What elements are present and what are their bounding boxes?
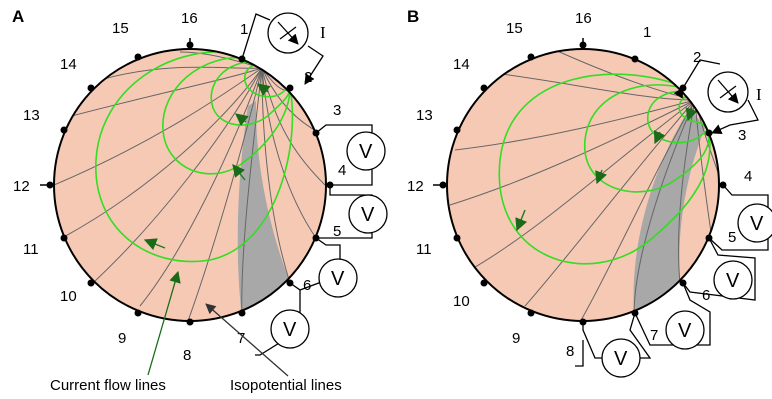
electrode-label-12: 12 [407, 178, 424, 195]
electrode-label-13: 13 [23, 107, 40, 124]
electrode-leads [40, 38, 191, 186]
electrode-label-6: 6 [702, 287, 710, 304]
voltmeters [575, 184, 772, 378]
electrode-label-4: 4 [338, 162, 346, 179]
electrode-label-4: 4 [744, 168, 752, 185]
current-label-i: I [320, 23, 326, 42]
voltmeter-labels: V V V V [614, 213, 764, 370]
voltmeters [255, 124, 388, 356]
svg-text:V: V [361, 204, 375, 226]
isopotential-region [237, 101, 290, 318]
electrode-leads [433, 38, 584, 186]
field-lines [54, 49, 326, 321]
panel-a: A [12, 7, 388, 394]
panel-b: B [407, 7, 772, 378]
electrode-label-16: 16 [575, 10, 592, 27]
electrodes [46, 41, 334, 326]
svg-text:V: V [614, 348, 628, 370]
electrode-labels: 1 2 3 4 5 6 7 8 9 10 11 12 13 14 15 16 [407, 10, 752, 360]
isopotential-lines [449, 49, 719, 321]
electrode-label-8: 8 [183, 347, 191, 364]
voltmeter-icon [601, 338, 641, 378]
current-flow-arrows [515, 107, 698, 232]
electrode-label-11: 11 [23, 241, 39, 258]
voltmeter-icon [318, 258, 358, 298]
isopotential-caption: Isopotential lines [230, 377, 342, 394]
current-source [241, 12, 324, 85]
electrode-label-9: 9 [512, 330, 520, 347]
svg-text:V: V [726, 270, 740, 292]
panel-label-b: B [407, 7, 419, 26]
current-flow-caption: Current flow lines [50, 377, 166, 394]
electrode-label-2: 2 [693, 49, 701, 66]
electrode-label-8: 8 [566, 343, 574, 360]
svg-text:V: V [750, 213, 764, 235]
electrode-label-7: 7 [237, 330, 245, 347]
svg-text:V: V [331, 268, 345, 290]
electrode-label-1: 1 [643, 24, 651, 41]
electrode-label-13: 13 [416, 107, 433, 124]
electrode-label-14: 14 [60, 56, 77, 73]
electrode-label-11: 11 [416, 241, 432, 258]
electrode-label-9: 9 [118, 330, 126, 347]
electrode-label-5: 5 [728, 229, 736, 246]
electrode-label-10: 10 [60, 288, 77, 305]
current-flow-lines [95, 50, 294, 263]
voltmeter-labels: V V V V [283, 141, 375, 341]
svg-text:V: V [359, 141, 373, 163]
electrode-label-16: 16 [181, 10, 198, 27]
current-flow-arrows [143, 83, 271, 251]
voltmeter-icon [346, 131, 386, 171]
voltmeter-icon [713, 260, 753, 300]
current-label-i: I [756, 85, 762, 104]
electrode-label-12: 12 [13, 178, 30, 195]
electrode-label-7: 7 [650, 327, 658, 344]
isopotential-region [633, 108, 705, 312]
electrode-label-15: 15 [506, 20, 523, 37]
field-lines [449, 49, 719, 321]
electrode-label-1: 1 [240, 21, 248, 38]
voltmeter-icon [737, 203, 772, 243]
electrode-label-15: 15 [112, 20, 129, 37]
annotation-pointers [147, 270, 289, 377]
electrode-label-14: 14 [453, 56, 470, 73]
electrode-label-3: 3 [333, 102, 341, 119]
voltmeter-icon [665, 310, 705, 350]
electrode-label-6: 6 [303, 277, 311, 294]
current-source [673, 59, 759, 134]
electrode-label-3: 3 [738, 127, 746, 144]
panel-label-a: A [12, 7, 24, 26]
svg-text:V: V [283, 319, 297, 341]
electrode-label-10: 10 [453, 293, 470, 310]
voltmeter-icon [270, 309, 310, 349]
voltmeter-icon [348, 194, 388, 234]
electrode-label-5: 5 [333, 223, 341, 240]
svg-text:V: V [678, 320, 692, 342]
